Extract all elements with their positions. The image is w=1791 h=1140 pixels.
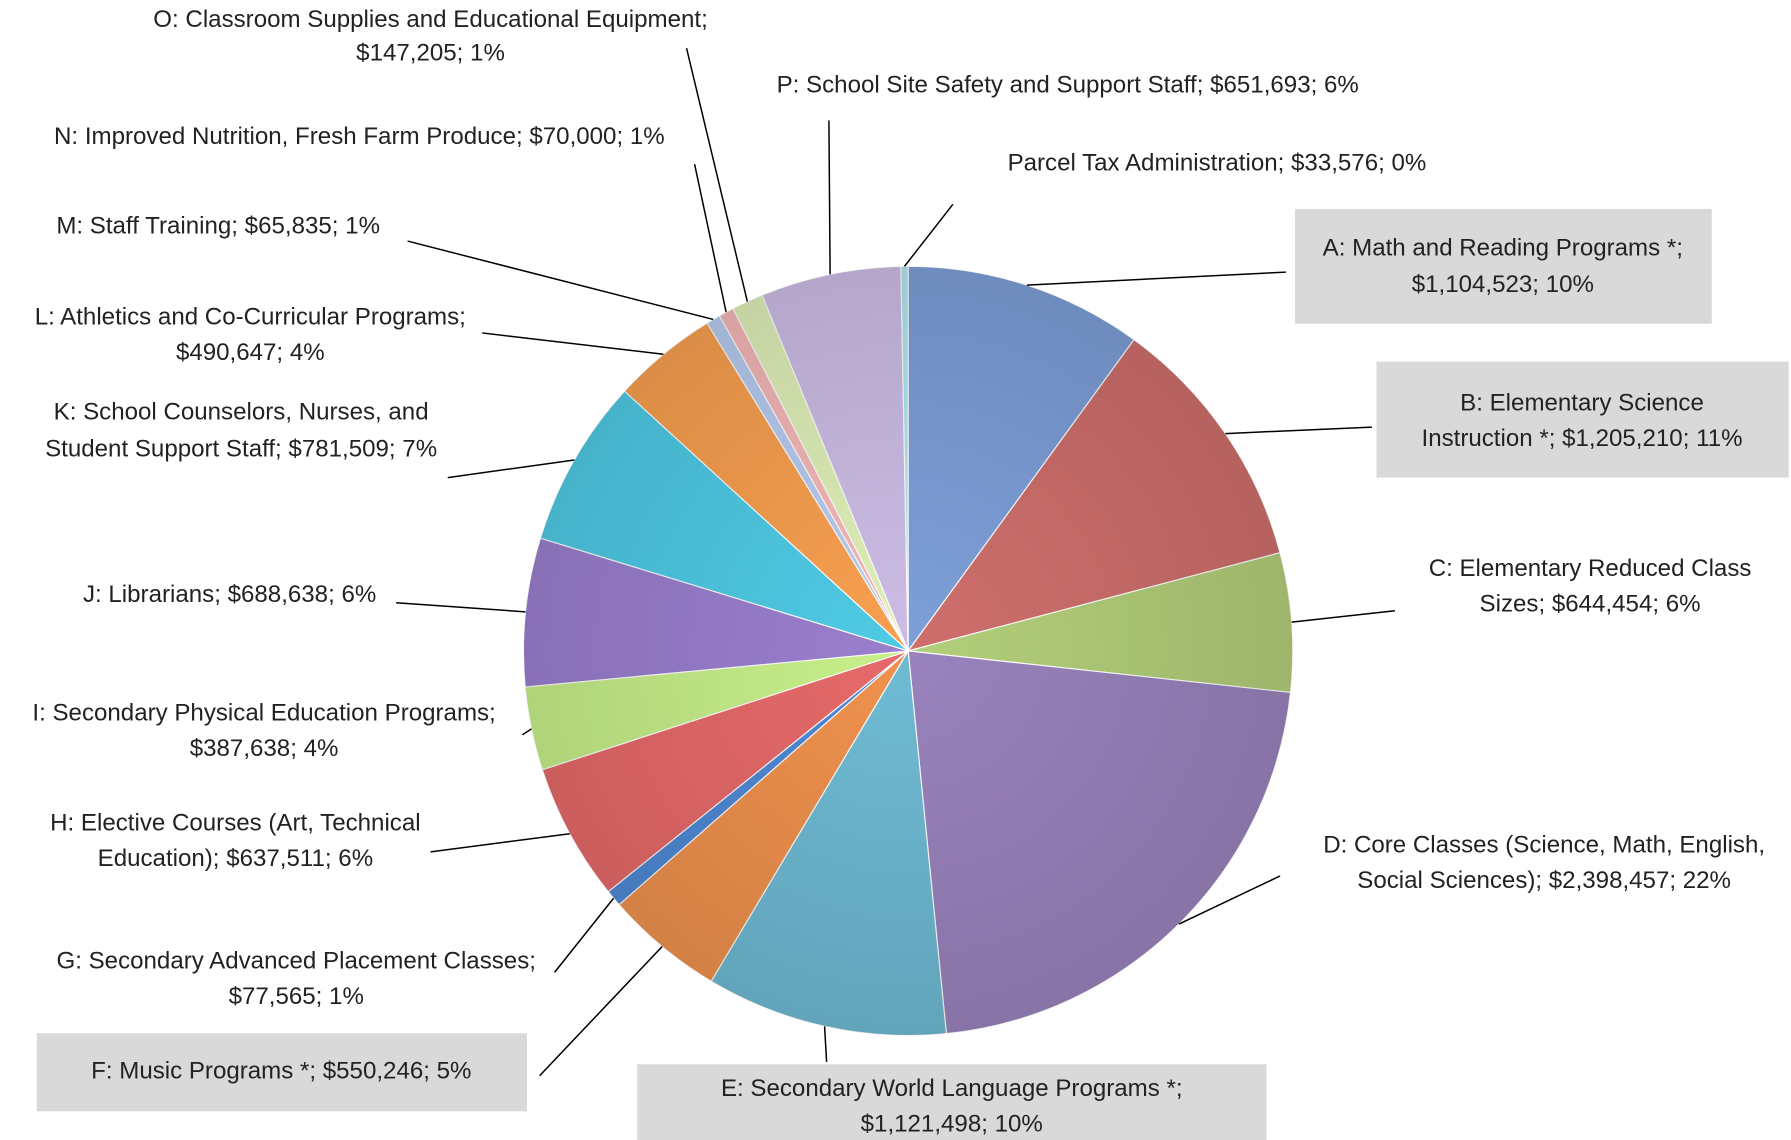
pie-slice	[907, 650, 1292, 1035]
data-label: O: Classroom Supplies and Educational Eq…	[153, 6, 707, 33]
data-label: B: Elementary Science	[1460, 389, 1704, 416]
label-box	[36, 1033, 527, 1112]
leader-line	[430, 832, 570, 853]
leader-line	[828, 120, 831, 275]
leader-line	[407, 240, 714, 321]
label-box	[637, 1064, 1267, 1140]
data-label: L: Athletics and Co-Curricular Programs;	[35, 303, 466, 330]
data-label: $490,647; 4%	[176, 339, 325, 366]
leader-line	[903, 203, 954, 267]
data-label: N: Improved Nutrition, Fresh Farm Produc…	[54, 123, 665, 150]
label-box	[1295, 208, 1712, 324]
leader-line	[823, 1026, 828, 1062]
leader-line	[521, 728, 532, 736]
data-label: F: Music Programs *; $550,246; 5%	[91, 1058, 471, 1085]
data-label: G: Secondary Advanced Placement Classes;	[56, 947, 535, 974]
data-label: $77,565; 1%	[229, 983, 364, 1010]
data-label: M: Staff Training; $65,835; 1%	[56, 213, 380, 240]
label-box	[1376, 361, 1789, 478]
leader-line	[482, 332, 664, 355]
data-label: $387,638; 4%	[190, 735, 339, 762]
data-label: C: Elementary Reduced Class	[1429, 555, 1752, 582]
leader-line	[553, 897, 615, 973]
leader-line	[1291, 610, 1395, 623]
data-label: D: Core Classes (Science, Math, English,	[1323, 831, 1765, 858]
leader-line	[539, 946, 663, 1077]
data-label: $147,205; 1%	[356, 39, 505, 66]
data-label: Social Sciences); $2,398,457; 22%	[1357, 867, 1731, 894]
data-label: J: Librarians; $688,638; 6%	[83, 581, 376, 608]
data-label: P: School Site Safety and Support Staff;…	[777, 71, 1359, 98]
data-label: I: Secondary Physical Education Programs…	[32, 699, 495, 726]
data-label: A: Math and Reading Programs *;	[1323, 234, 1683, 261]
leader-line	[693, 164, 727, 313]
data-label: $1,104,523; 10%	[1412, 271, 1594, 298]
data-label: H: Elective Courses (Art, Technical	[50, 810, 420, 837]
leader-line	[1026, 271, 1286, 286]
leader-line	[685, 48, 749, 302]
data-label: Instruction *; $1,205,210; 11%	[1422, 425, 1743, 452]
leader-line	[1225, 426, 1372, 435]
data-label: Student Support Staff; $781,509; 7%	[45, 435, 437, 462]
data-label: E: Secondary World Language Programs *;	[721, 1075, 1183, 1102]
leader-line	[396, 601, 526, 613]
data-label: K: School Counselors, Nurses, and	[54, 399, 429, 426]
leader-line	[1178, 875, 1281, 925]
data-label: Education); $637,511; 6%	[98, 845, 374, 872]
data-label: $1,121,498; 10%	[861, 1110, 1043, 1137]
data-label: Sizes; $644,454; 6%	[1480, 590, 1701, 617]
leader-line	[447, 459, 575, 479]
data-label: Parcel Tax Administration; $33,576; 0%	[1008, 150, 1427, 177]
